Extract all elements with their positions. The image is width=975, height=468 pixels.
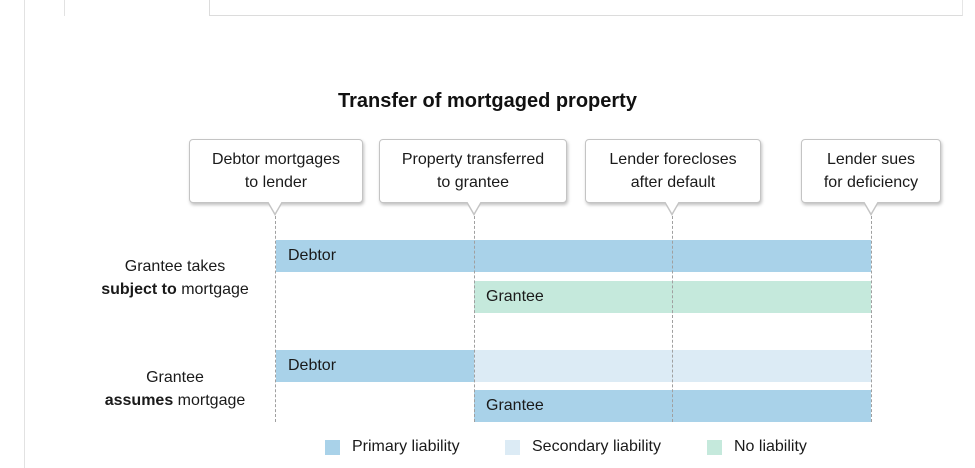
top-panel-edge	[209, 0, 963, 16]
legend-swatch-secondary	[505, 439, 520, 455]
bar-label-grantee: Grantee	[486, 288, 544, 305]
bar-debtor-segment-2	[474, 350, 672, 382]
bar-debtor-segment-3	[672, 240, 871, 272]
bar-grantee-segment-2	[672, 390, 871, 422]
legend-label: Primary liability	[352, 438, 460, 455]
callout-lender-sues: Lender sues for deficiency	[801, 139, 941, 203]
callout-pointer	[466, 201, 482, 216]
callout-label: Debtor mortgages to lender	[211, 151, 341, 191]
scenario-label-suffix: mortgage	[176, 281, 249, 298]
legend-item-secondary: Secondary liability	[505, 438, 661, 456]
scenario-label-subject-to: Grantee takes subject to mortgage	[75, 255, 275, 301]
legend: Primary liability Secondary liability No…	[0, 438, 975, 460]
event-line	[871, 216, 872, 422]
bar-debtor-segment-1	[276, 350, 474, 382]
diagram-title: Transfer of mortgaged property	[338, 90, 637, 112]
scenario-label-assumes: Grantee assumes mortgage	[75, 366, 275, 412]
legend-label: Secondary liability	[532, 438, 661, 455]
callout-pointer	[267, 201, 283, 216]
legend-item-primary: Primary liability	[325, 438, 460, 456]
callout-debtor-mortgages: Debtor mortgages to lender	[189, 139, 363, 203]
bar-debtor-segment-3	[672, 350, 871, 382]
event-line	[275, 216, 276, 422]
bar-debtor-segment-2	[474, 240, 672, 272]
frame-top-border	[64, 0, 65, 16]
scenario-label-line2: subject to mortgage	[75, 278, 275, 301]
callout-lender-forecloses: Lender forecloses after default	[585, 139, 761, 203]
callout-label: Property transferred to grantee	[401, 151, 545, 191]
bar-grantee-segment-2	[672, 281, 871, 313]
callout-label: Lender forecloses after default	[609, 151, 737, 191]
scenario-label-suffix: mortgage	[173, 392, 246, 409]
event-line	[474, 216, 475, 422]
frame-left-border	[24, 0, 25, 468]
bar-label-debtor: Debtor	[288, 357, 337, 374]
legend-swatch-primary	[325, 439, 340, 455]
callout-label: Lender sues for deficiency	[823, 151, 919, 191]
callout-pointer	[863, 201, 879, 216]
scenario-label-bold: subject to	[101, 281, 177, 298]
callout-property-transferred: Property transferred to grantee	[379, 139, 567, 203]
scenario-label-bold: assumes	[104, 392, 174, 409]
legend-swatch-none	[707, 439, 722, 455]
scenario-label-line2: assumes mortgage	[75, 389, 275, 412]
legend-label: No liability	[734, 438, 807, 455]
bar-label-debtor: Debtor	[288, 247, 337, 264]
bar-grantee-segment-1	[474, 281, 672, 313]
scenario-label-line1: Grantee	[146, 369, 204, 386]
event-line	[672, 216, 673, 422]
callout-pointer	[664, 201, 680, 216]
bar-grantee-segment-1	[474, 390, 672, 422]
bar-label-grantee: Grantee	[486, 397, 544, 414]
scenario-label-line1: Grantee takes	[124, 258, 226, 275]
bar-debtor-segment-1	[276, 240, 474, 272]
legend-item-none: No liability	[707, 438, 807, 456]
